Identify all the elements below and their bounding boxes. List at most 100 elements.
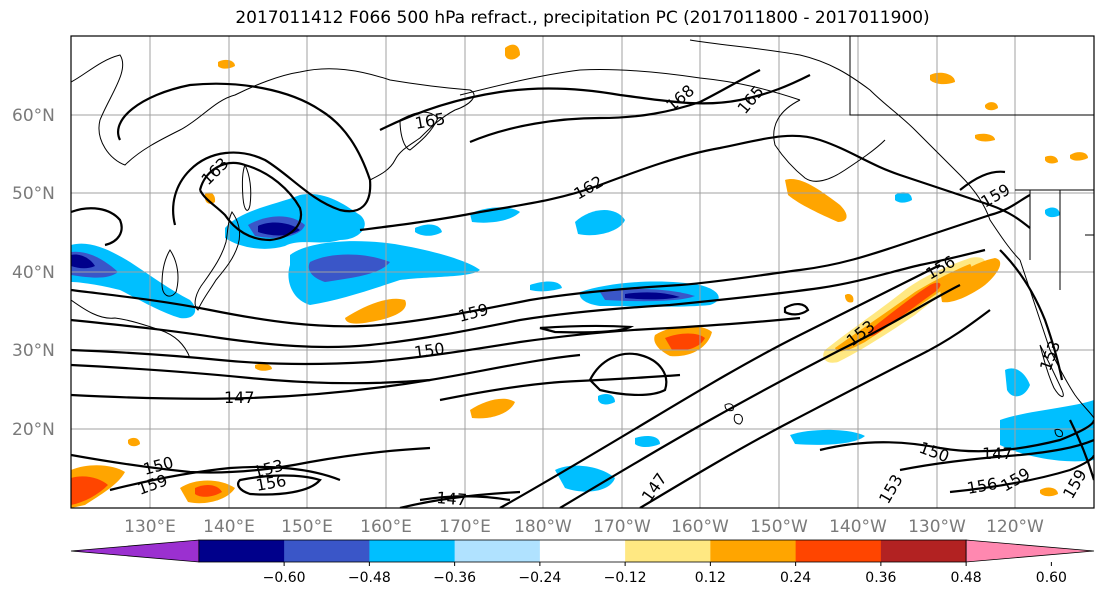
lon-label: 120°W <box>986 517 1044 537</box>
lon-label: 130°W <box>908 517 966 537</box>
patch-neg-small3 <box>530 281 562 292</box>
colorbar-segment <box>539 540 626 562</box>
contour-165-ridge <box>379 74 811 131</box>
patch-neg-north-pacific <box>575 210 625 236</box>
contour-147-bottom <box>899 438 1094 472</box>
contour-label: 147 <box>436 488 468 510</box>
patch-pos-small-e2 <box>1045 155 1058 164</box>
colorbar-segment <box>795 540 882 562</box>
coast-alaska <box>689 39 1021 261</box>
contour-sw-1 <box>71 446 431 474</box>
contour-label: 147 <box>982 444 1013 463</box>
contour-168 <box>469 69 761 144</box>
patch-pos-small-s1 <box>128 437 140 447</box>
patch-neg-south3 <box>635 436 660 447</box>
patch-pos-west-pac <box>345 298 406 324</box>
patch-neg-south2 <box>790 429 865 445</box>
contour-150-bottom <box>819 419 1094 453</box>
patch-pos-hawaii-n-core <box>665 333 705 351</box>
patch-pos-small-e1 <box>1070 152 1088 161</box>
lon-label: 140°W <box>829 517 887 537</box>
colorbar-extend-max <box>965 539 1095 563</box>
coast-korea <box>161 249 179 297</box>
patch-neg-japan-sea-dark <box>258 222 300 236</box>
contour-label: 147 <box>224 388 255 407</box>
contour-lines <box>71 69 1094 508</box>
contour-mid-3 <box>539 324 635 334</box>
contour-label: 150 <box>413 339 446 362</box>
patch-pos-sw-corner-core <box>71 476 108 505</box>
contour-mid-4 <box>783 303 810 316</box>
patch-pos-small-e4 <box>985 102 998 111</box>
coast-japan <box>194 211 241 311</box>
colorbar-tick-label: 0.36 <box>865 570 896 586</box>
contour-159 <box>71 194 1031 328</box>
lon-label: 160°E <box>360 517 412 537</box>
colorbar-tick-label: −0.24 <box>518 570 561 586</box>
colorbar-tick-label: −0.60 <box>263 570 306 586</box>
contour-162 <box>359 134 1031 232</box>
lon-label: 150°E <box>281 517 333 537</box>
patch-neg-east <box>1005 368 1030 397</box>
coast-sakhalin <box>241 163 252 211</box>
contour-165-low <box>117 82 372 226</box>
lon-label: 130°E <box>124 517 176 537</box>
contour-mid-1 <box>439 373 681 402</box>
patch-neg-small5 <box>895 192 912 203</box>
patch-neg-small4 <box>598 394 615 405</box>
contour-east-2 <box>1069 419 1094 481</box>
patch-neg-dark-streak <box>625 292 680 300</box>
border-canada-us <box>849 36 1094 116</box>
island-hawaii2 <box>733 413 743 425</box>
patch-pos-california <box>940 258 1001 303</box>
colorbar-tick-label: −0.36 <box>433 570 476 586</box>
contour-mid-2 <box>588 352 668 397</box>
colorbar-segment <box>880 540 967 562</box>
patch-neg-southeast <box>1000 400 1094 462</box>
coast-asia <box>71 54 475 181</box>
coast-alaska-south <box>773 99 886 182</box>
patch-pos-small-s3 <box>255 363 272 371</box>
lon-label: 140°E <box>203 517 255 537</box>
lon-label: 150°W <box>750 517 808 537</box>
coast-china <box>71 299 191 359</box>
patch-pos-small-s4 <box>845 293 854 303</box>
colorbar <box>70 539 1095 563</box>
contour-sw-3 <box>237 474 322 496</box>
lat-label: 40°N <box>12 263 55 283</box>
patch-pos-alaska-gulf <box>785 179 847 222</box>
patch-pos-small-south <box>470 398 515 419</box>
colorbar-segment <box>710 540 797 562</box>
colorbar-tick-labels: −0.60 −0.48 −0.36 −0.24 −0.12 0.12 0.24 0.36 0.4… <box>263 562 1067 586</box>
patch-neg-west-pacific-core <box>308 254 390 282</box>
coast-aleutians <box>459 68 801 101</box>
contour-ne-1 <box>959 170 1006 191</box>
contour-front-3 <box>639 309 991 508</box>
patch-pos-sea-of-okhotsk <box>505 44 520 60</box>
colorbar-tick-label: −0.12 <box>604 570 647 586</box>
colorbar-segment <box>454 540 541 562</box>
contour-sw-2 <box>109 465 341 492</box>
patch-pos-sw2-core <box>195 484 222 497</box>
contour-156-bottom <box>949 454 1094 494</box>
lat-label: 20°N <box>12 420 55 440</box>
contour-nw-1 <box>71 207 123 247</box>
lon-label: 180°W <box>514 517 572 537</box>
lat-label: 60°N <box>12 106 55 126</box>
map-frame <box>70 35 1095 509</box>
contour-156 <box>71 248 986 349</box>
contour-front-1 <box>499 264 941 508</box>
colorbar-segment <box>625 540 711 562</box>
contour-front-2 <box>559 284 961 508</box>
island-hawaii <box>724 403 734 412</box>
patch-neg-small6 <box>1045 207 1060 218</box>
patch-neg-small2 <box>415 224 442 236</box>
contour-150-top <box>71 353 581 385</box>
colorbar-segment <box>198 540 285 562</box>
coast-baja <box>1039 344 1064 397</box>
contour-147-top <box>71 378 431 400</box>
colorbar-segment <box>284 540 370 562</box>
lat-label: 50°N <box>12 184 55 204</box>
lon-label: 170°W <box>593 517 651 537</box>
